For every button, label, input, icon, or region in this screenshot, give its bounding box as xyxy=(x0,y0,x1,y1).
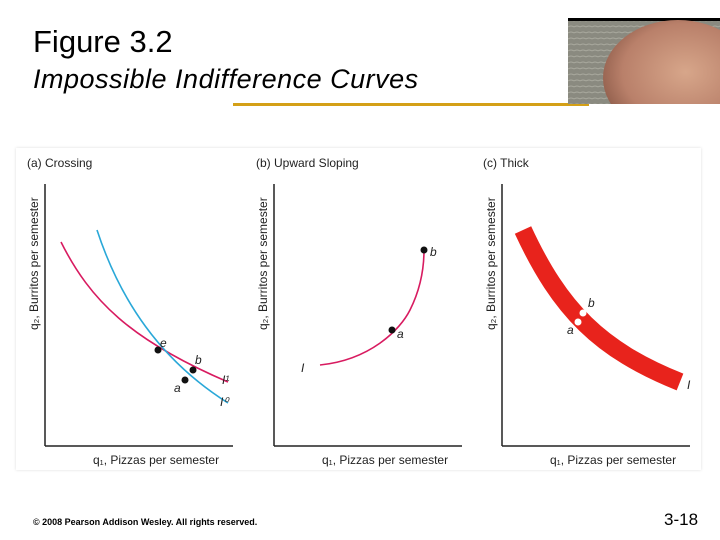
panel-a-x-label: q₁, Pizzas per semester xyxy=(93,453,219,467)
panel-b-heading: (b) Upward Sloping xyxy=(256,156,359,170)
panel-a-label-a: a xyxy=(174,381,181,395)
panel-a-curve-i1 xyxy=(60,241,229,383)
panel-a-point-e xyxy=(154,346,162,354)
panel-c-thick-curve-i xyxy=(514,226,684,391)
panel-c-label-b: b xyxy=(588,296,595,310)
panel-b-point-b xyxy=(420,246,428,254)
copyright-text: © 2008 Pearson Addison Wesley. All right… xyxy=(33,517,258,527)
panel-b-point-a xyxy=(388,326,396,334)
panel-a-curve-i0 xyxy=(96,229,229,404)
panel-a-label-b: b xyxy=(195,353,202,367)
panel-c-point-b xyxy=(579,309,587,317)
panel-c-y-label: q₂, Burritos per semester xyxy=(484,197,498,330)
panel-a-label-i0: I⁰ xyxy=(220,395,230,409)
panel-b-label-i: I xyxy=(301,361,305,375)
panel-c-heading: (c) Thick xyxy=(483,156,530,170)
page-subtitle: Impossible Indifference Curves xyxy=(33,64,419,94)
panel-b-curve-i xyxy=(319,249,425,366)
panel-c-label-a: a xyxy=(567,323,574,337)
header-photo xyxy=(568,18,720,104)
panel-a-label-i1: I¹ xyxy=(222,373,229,387)
panel-b-y-label: q₂, Burritos per semester xyxy=(256,197,270,330)
panel-b-label-a: a xyxy=(397,327,404,341)
panel-a-y-label: q₂, Burritos per semester xyxy=(27,197,41,330)
page-number: 3-18 xyxy=(664,510,699,529)
title-divider xyxy=(233,103,589,106)
panel-a-heading: (a) Crossing xyxy=(27,156,92,170)
panel-a-point-b xyxy=(189,366,197,374)
panel-c-x-label: q₁, Pizzas per semester xyxy=(550,453,676,467)
panel-b-label-b: b xyxy=(430,245,437,259)
panel-c-point-a xyxy=(574,318,582,326)
figure-frame: (a) Crossing q₂, Burritos per semester q… xyxy=(16,148,701,470)
panel-a-label-e: e xyxy=(160,336,167,350)
page-title: Figure 3.2 xyxy=(33,24,173,59)
panel-a-point-a xyxy=(181,376,189,384)
indifference-figure: (a) Crossing q₂, Burritos per semester q… xyxy=(27,156,691,467)
panel-c-label-i: I xyxy=(687,378,691,392)
panel-b-x-label: q₁, Pizzas per semester xyxy=(322,453,448,467)
